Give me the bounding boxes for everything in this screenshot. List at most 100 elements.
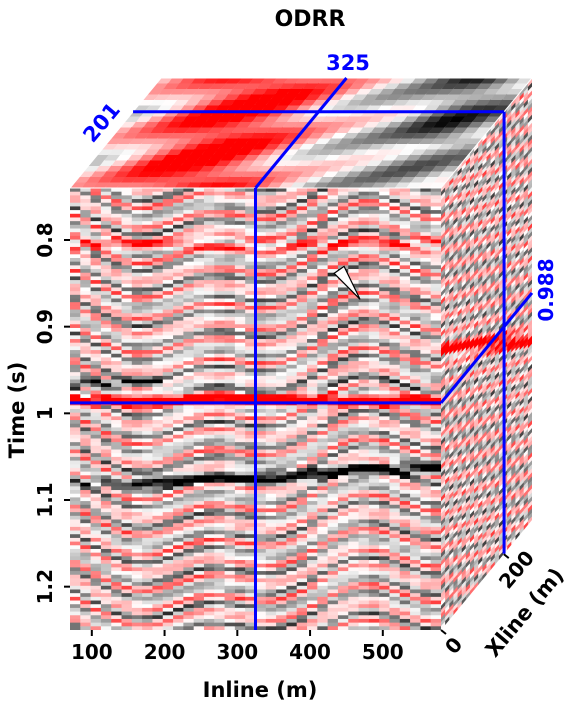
inline-amplitude-cell — [193, 478, 205, 484]
inline-amplitude-cell — [389, 353, 401, 359]
inline-amplitude-cell — [203, 607, 215, 613]
inline-amplitude-cell — [234, 445, 246, 451]
inline-amplitude-cell — [111, 246, 123, 252]
inline-amplitude-cell — [368, 243, 380, 248]
inline-amplitude-cell — [317, 445, 329, 451]
inline-amplitude-cell — [80, 361, 92, 366]
inline-amplitude-cell — [214, 412, 226, 417]
inline-amplitude-cell — [276, 316, 288, 322]
inline-amplitude-cell — [152, 571, 164, 576]
timeslice-amplitude-cell — [448, 88, 466, 95]
inline-amplitude-cell — [410, 191, 421, 196]
timeslice-amplitude-cell — [442, 137, 460, 144]
inline-amplitude-cell — [296, 442, 308, 447]
inline-amplitude-cell — [430, 615, 441, 620]
inline-amplitude-cell — [379, 604, 391, 609]
inline-amplitude-cell — [234, 320, 246, 325]
inline-amplitude-cell — [420, 578, 432, 583]
inline-amplitude-cell — [379, 607, 391, 613]
inline-amplitude-cell — [245, 508, 257, 513]
inline-amplitude-cell — [90, 578, 102, 583]
inline-amplitude-cell — [410, 574, 421, 580]
inline-amplitude-cell — [410, 434, 421, 440]
inline-amplitude-cell — [245, 305, 257, 311]
inline-amplitude-cell — [358, 512, 370, 517]
inline-amplitude-cell — [193, 534, 205, 539]
inline-amplitude-cell — [420, 593, 432, 598]
inline-amplitude-cell — [265, 526, 277, 532]
inline-amplitude-cell — [420, 545, 432, 550]
inline-amplitude-cell — [131, 386, 143, 392]
inline-amplitude-cell — [80, 272, 92, 277]
inline-amplitude-cell — [368, 593, 380, 598]
inline-amplitude-cell — [296, 327, 308, 333]
inline-amplitude-cell — [420, 471, 432, 476]
inline-amplitude-cell — [276, 294, 288, 300]
inline-amplitude-cell — [430, 574, 441, 580]
inline-amplitude-cell — [131, 302, 143, 307]
inline-amplitude-cell — [276, 497, 288, 502]
inline-amplitude-cell — [379, 298, 391, 303]
inline-amplitude-cell — [317, 453, 329, 458]
inline-amplitude-cell — [399, 331, 411, 336]
inline-amplitude-cell — [317, 280, 329, 285]
inline-amplitude-cell — [142, 493, 154, 498]
inline-amplitude-cell — [173, 291, 184, 296]
inline-amplitude-cell — [162, 611, 174, 616]
inline-amplitude-cell — [317, 574, 329, 580]
inline-amplitude-cell — [327, 552, 339, 557]
timeslice-amplitude-cell — [361, 137, 379, 144]
inline-amplitude-cell — [399, 519, 411, 524]
inline-amplitude-cell — [265, 397, 277, 403]
inline-amplitude-cell — [90, 254, 102, 259]
inline-amplitude-cell — [152, 265, 164, 270]
timeslice-amplitude-cell — [358, 99, 376, 106]
inline-amplitude-cell — [152, 622, 164, 627]
timeslice-amplitude-cell — [389, 132, 406, 139]
inline-amplitude-cell — [90, 548, 102, 554]
inline-amplitude-cell — [430, 305, 441, 311]
inline-amplitude-cell — [234, 556, 246, 561]
inline-amplitude-cell — [111, 523, 123, 528]
inline-amplitude-cell — [337, 232, 349, 237]
inline-amplitude-cell — [286, 442, 298, 447]
inline-amplitude-cell — [173, 228, 184, 233]
inline-amplitude-cell — [245, 350, 257, 355]
inline-amplitude-cell — [70, 486, 81, 491]
inline-amplitude-cell — [430, 504, 441, 510]
inline-amplitude-cell — [152, 191, 164, 196]
inline-amplitude-cell — [111, 305, 123, 311]
timeslice-amplitude-cell — [194, 143, 212, 150]
inline-amplitude-cell — [111, 596, 123, 602]
inline-amplitude-cell — [368, 486, 380, 491]
inline-amplitude-cell — [90, 431, 102, 436]
inline-amplitude-cell — [255, 467, 267, 473]
inline-amplitude-cell — [399, 246, 411, 252]
timeslice-amplitude-cell — [156, 104, 174, 111]
inline-amplitude-cell — [183, 534, 195, 539]
inline-amplitude-cell — [296, 280, 308, 285]
inline-amplitude-cell — [348, 350, 360, 355]
inline-amplitude-cell — [183, 350, 195, 355]
inline-amplitude-cell — [203, 556, 215, 561]
inline-amplitude-cell — [224, 257, 236, 263]
inline-amplitude-cell — [327, 272, 339, 277]
inline-amplitude-cell — [152, 600, 164, 605]
inline-amplitude-cell — [183, 217, 195, 222]
inline-amplitude-cell — [70, 541, 81, 546]
inline-amplitude-cell — [80, 309, 92, 314]
inline-amplitude-cell — [224, 475, 236, 480]
inline-amplitude-cell — [121, 453, 133, 458]
inline-amplitude-cell — [430, 438, 441, 443]
inline-amplitude-cell — [399, 224, 411, 230]
inline-amplitude-cell — [296, 357, 308, 362]
inline-amplitude-cell — [224, 265, 236, 270]
inline-amplitude-cell — [358, 604, 370, 609]
inline-amplitude-cell — [276, 405, 288, 410]
inline-amplitude-cell — [389, 320, 401, 325]
inline-amplitude-cell — [337, 438, 349, 443]
inline-amplitude-cell — [276, 585, 288, 591]
crossline-amplitude-cell — [441, 227, 446, 237]
inline-amplitude-cell — [430, 250, 441, 255]
inline-amplitude-cell — [142, 541, 154, 546]
